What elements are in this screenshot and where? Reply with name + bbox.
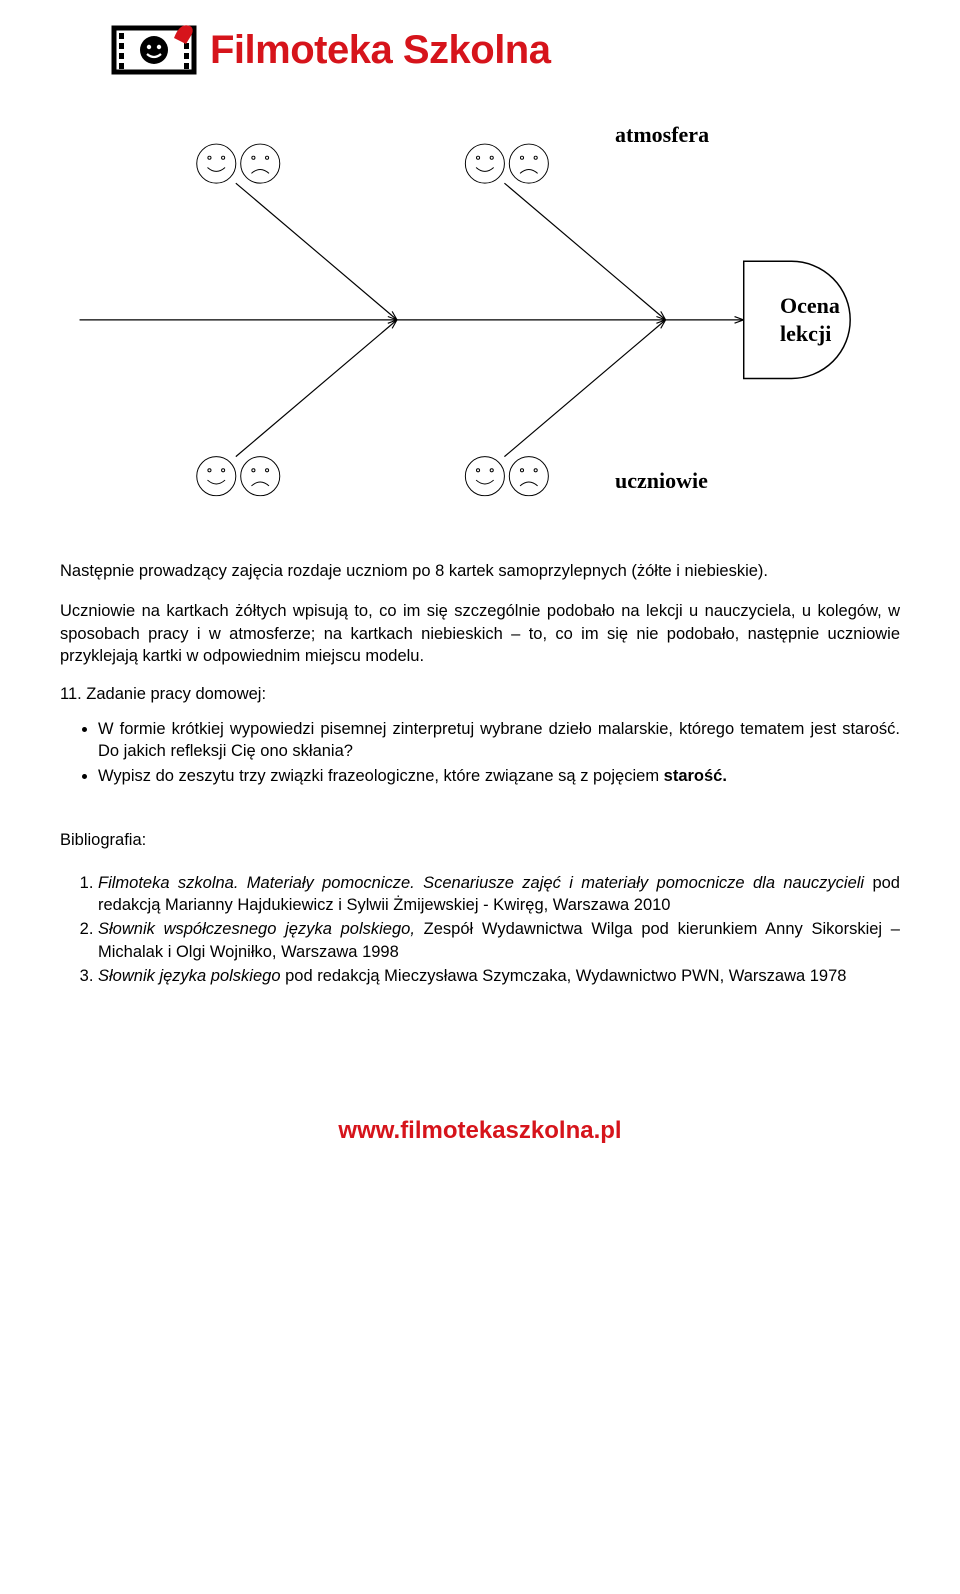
bibliography-list: Filmoteka szkolna. Materiały pomocnicze.… [60,872,900,987]
brand-name: Filmoteka Szkolna [210,28,550,73]
brand-header: Filmoteka Szkolna [60,20,900,80]
footer-url: www.filmotekaszkolna.pl [60,1117,900,1145]
diagram-label-bot: uczniowie [615,468,708,494]
brand-logo-icon [110,20,198,80]
homework-title: 11. Zadanie pracy domowej: [60,685,900,704]
bib-1-title: Filmoteka szkolna. Materiały pomocnicze.… [98,874,864,892]
list-item: Słownik języka polskiego pod redakcją Mi… [98,965,900,987]
bib-3-title: Słownik języka polskiego [98,967,281,985]
paragraph-2: Uczniowie na kartkach żółtych wpisują to… [60,600,900,667]
diagram-label-top: atmosfera [615,122,709,148]
hw-item-1: W formie krótkiej wypowiedzi pisemnej zi… [98,720,900,760]
bib-2-title: Słownik współczesnego języka polskiego, [98,920,415,938]
fishbone-diagram: atmosfera uczniowie Ocena lekcji [60,100,900,530]
list-item: W formie krótkiej wypowiedzi pisemnej zi… [98,718,900,763]
hw-item-2-bold: starość. [664,767,727,785]
list-item: Filmoteka szkolna. Materiały pomocnicze.… [98,872,900,917]
bib-3-rest: pod redakcją Mieczysława Szymczaka, Wyda… [281,967,847,985]
homework-list: W formie krótkiej wypowiedzi pisemnej zi… [60,718,900,787]
bibliography-title: Bibliografia: [60,831,900,850]
paragraph-1: Następnie prowadzący zajęcia rozdaje ucz… [60,560,900,582]
list-item: Słownik współczesnego języka polskiego, … [98,918,900,963]
list-item: Wypisz do zeszytu trzy związki frazeolog… [98,765,900,787]
diagram-head-text: Ocena lekcji [780,292,870,347]
diagram-label-head: Ocena lekcji [780,292,870,347]
hw-item-2: Wypisz do zeszytu trzy związki frazeolog… [98,767,664,785]
